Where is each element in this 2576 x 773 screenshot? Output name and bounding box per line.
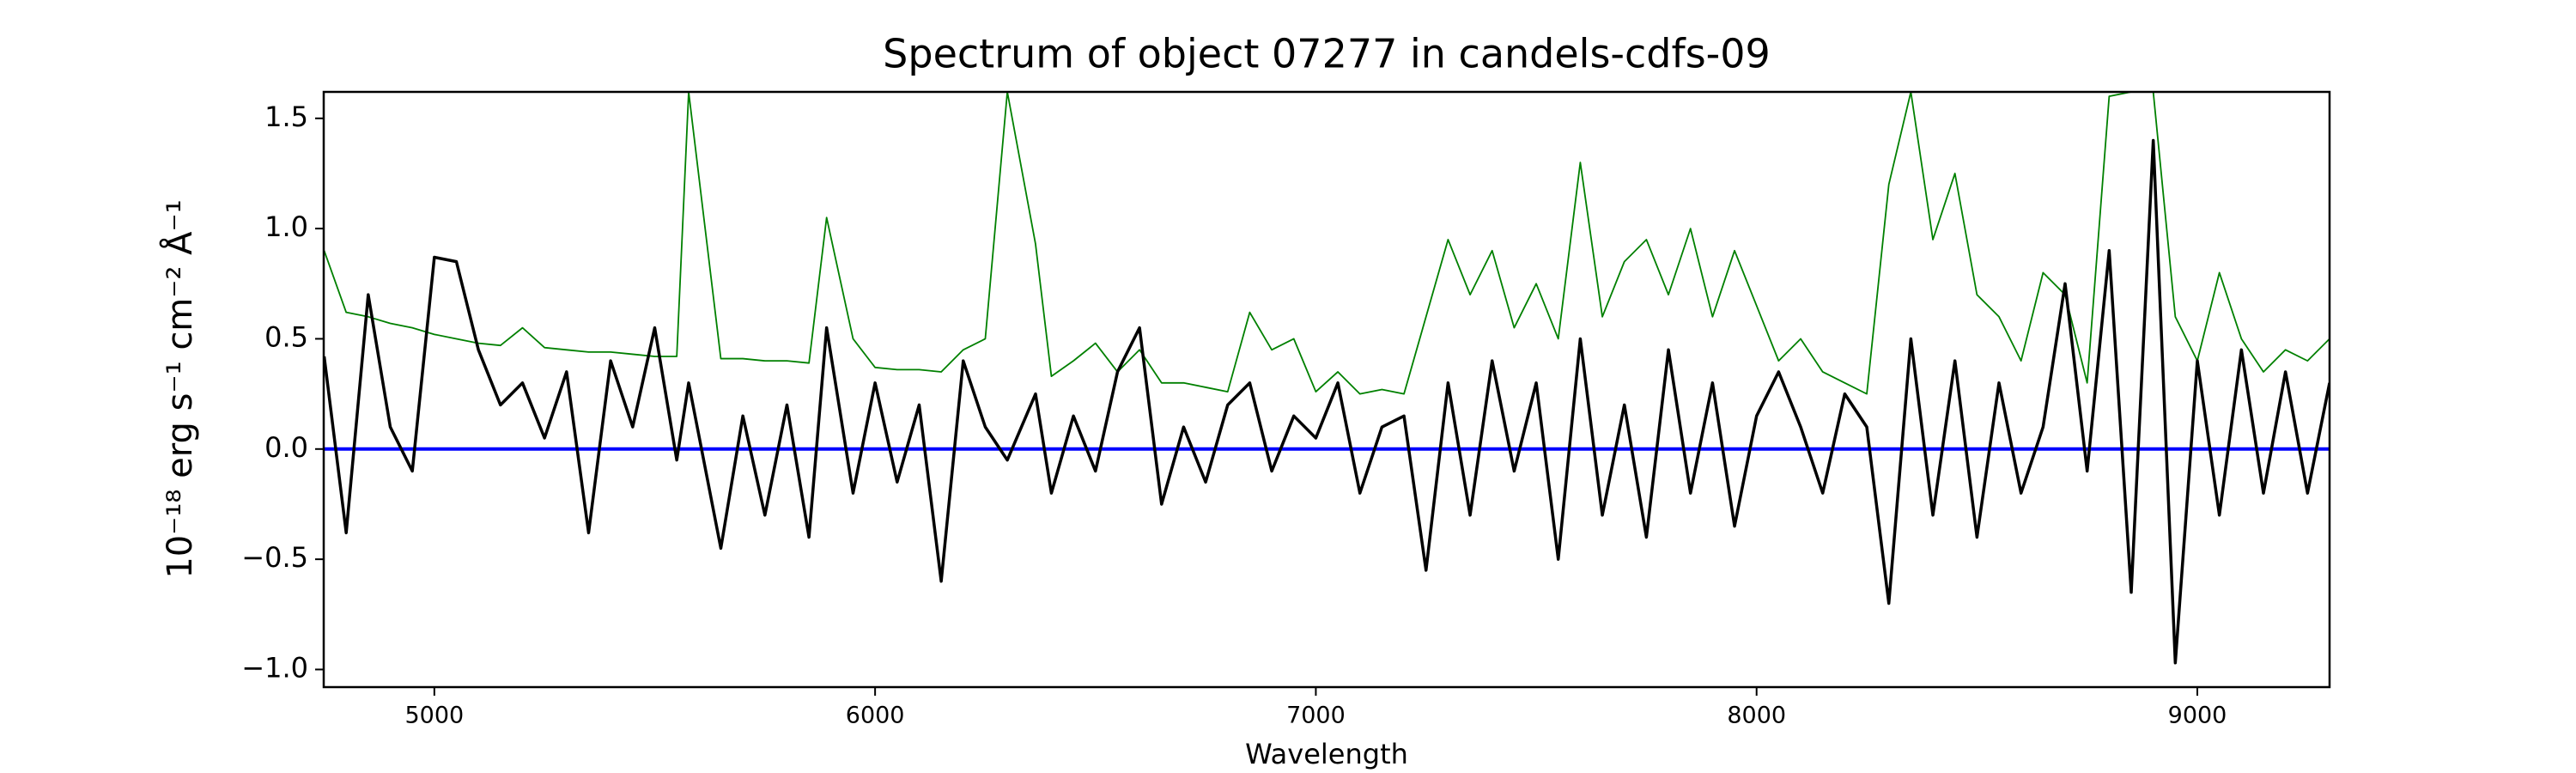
- y-tick-label: 0.5: [264, 320, 308, 353]
- y-tick-label: −1.0: [241, 651, 308, 684]
- x-tick-label: 9000: [2168, 703, 2227, 729]
- y-tick-label: 0.0: [264, 431, 308, 464]
- chart-title: Spectrum of object 07277 in candels-cdfs…: [883, 31, 1771, 77]
- x-axis-label: Wavelength: [1245, 738, 1408, 770]
- y-tick-label: −0.5: [241, 541, 308, 574]
- x-tick-label: 7000: [1286, 703, 1346, 729]
- x-tick-label: 8000: [1727, 703, 1786, 729]
- spectrum-line: [324, 138, 2330, 665]
- y-axis-label: 10⁻¹⁸ erg s⁻¹ cm⁻² Å⁻¹: [159, 199, 200, 578]
- plot-area: [324, 92, 2330, 665]
- x-tick-label: 6000: [846, 703, 905, 729]
- y-tick-label: 1.5: [264, 100, 308, 133]
- x-tick-label: 5000: [404, 703, 464, 729]
- plot-frame: [322, 90, 2331, 689]
- spectrum-line: [324, 92, 2330, 395]
- y-tick-label: 1.0: [264, 210, 308, 243]
